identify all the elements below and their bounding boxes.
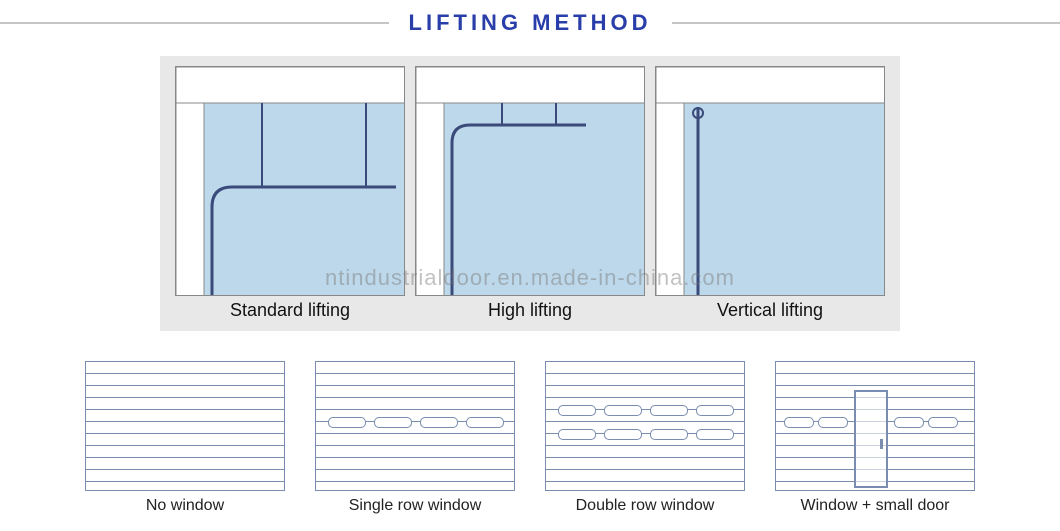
door-window bbox=[928, 417, 958, 428]
door-window bbox=[604, 429, 642, 440]
lift-card-vertical: Vertical lifting bbox=[655, 66, 885, 321]
door-label: Double row window bbox=[576, 497, 715, 515]
door-card-1: Single row window bbox=[315, 361, 515, 515]
door-diagram bbox=[775, 361, 975, 491]
lift-card-high: High lifting bbox=[415, 66, 645, 321]
lift-svg-vertical bbox=[656, 67, 885, 296]
lift-diagram-vertical bbox=[655, 66, 885, 296]
door-window bbox=[784, 417, 814, 428]
door-window bbox=[696, 405, 734, 416]
door-handle bbox=[880, 439, 883, 449]
door-label: No window bbox=[146, 497, 224, 515]
title-bar: LIFTING METHOD bbox=[0, 0, 1060, 56]
lift-diagram-high bbox=[415, 66, 645, 296]
door-window bbox=[420, 417, 458, 428]
door-diagram bbox=[315, 361, 515, 491]
door-label: Single row window bbox=[349, 497, 482, 515]
lift-card-standard: Standard lifting bbox=[175, 66, 405, 321]
lift-diagram-standard bbox=[175, 66, 405, 296]
door-window bbox=[696, 429, 734, 440]
door-window bbox=[650, 405, 688, 416]
door-label: Window + small door bbox=[801, 497, 950, 515]
door-window bbox=[894, 417, 924, 428]
lift-label: High lifting bbox=[488, 300, 572, 321]
door-window bbox=[818, 417, 848, 428]
door-card-0: No window bbox=[85, 361, 285, 515]
small-door bbox=[854, 390, 888, 488]
lift-label: Vertical lifting bbox=[717, 300, 823, 321]
door-window bbox=[328, 417, 366, 428]
door-window bbox=[374, 417, 412, 428]
door-window bbox=[650, 429, 688, 440]
lift-svg-standard bbox=[176, 67, 405, 296]
door-diagram bbox=[85, 361, 285, 491]
door-window bbox=[558, 405, 596, 416]
lift-svg-high bbox=[416, 67, 645, 296]
door-row: No window Single row window Double row win… bbox=[0, 361, 1060, 515]
page-title: LIFTING METHOD bbox=[389, 10, 672, 36]
door-card-3: Window + small door bbox=[775, 361, 975, 515]
lifting-row: Standard lifting High lifting Vertical l… bbox=[160, 56, 900, 331]
lift-label: Standard lifting bbox=[230, 300, 350, 321]
door-diagram bbox=[545, 361, 745, 491]
door-card-2: Double row window bbox=[545, 361, 745, 515]
door-window bbox=[466, 417, 504, 428]
door-window bbox=[558, 429, 596, 440]
door-window bbox=[604, 405, 642, 416]
